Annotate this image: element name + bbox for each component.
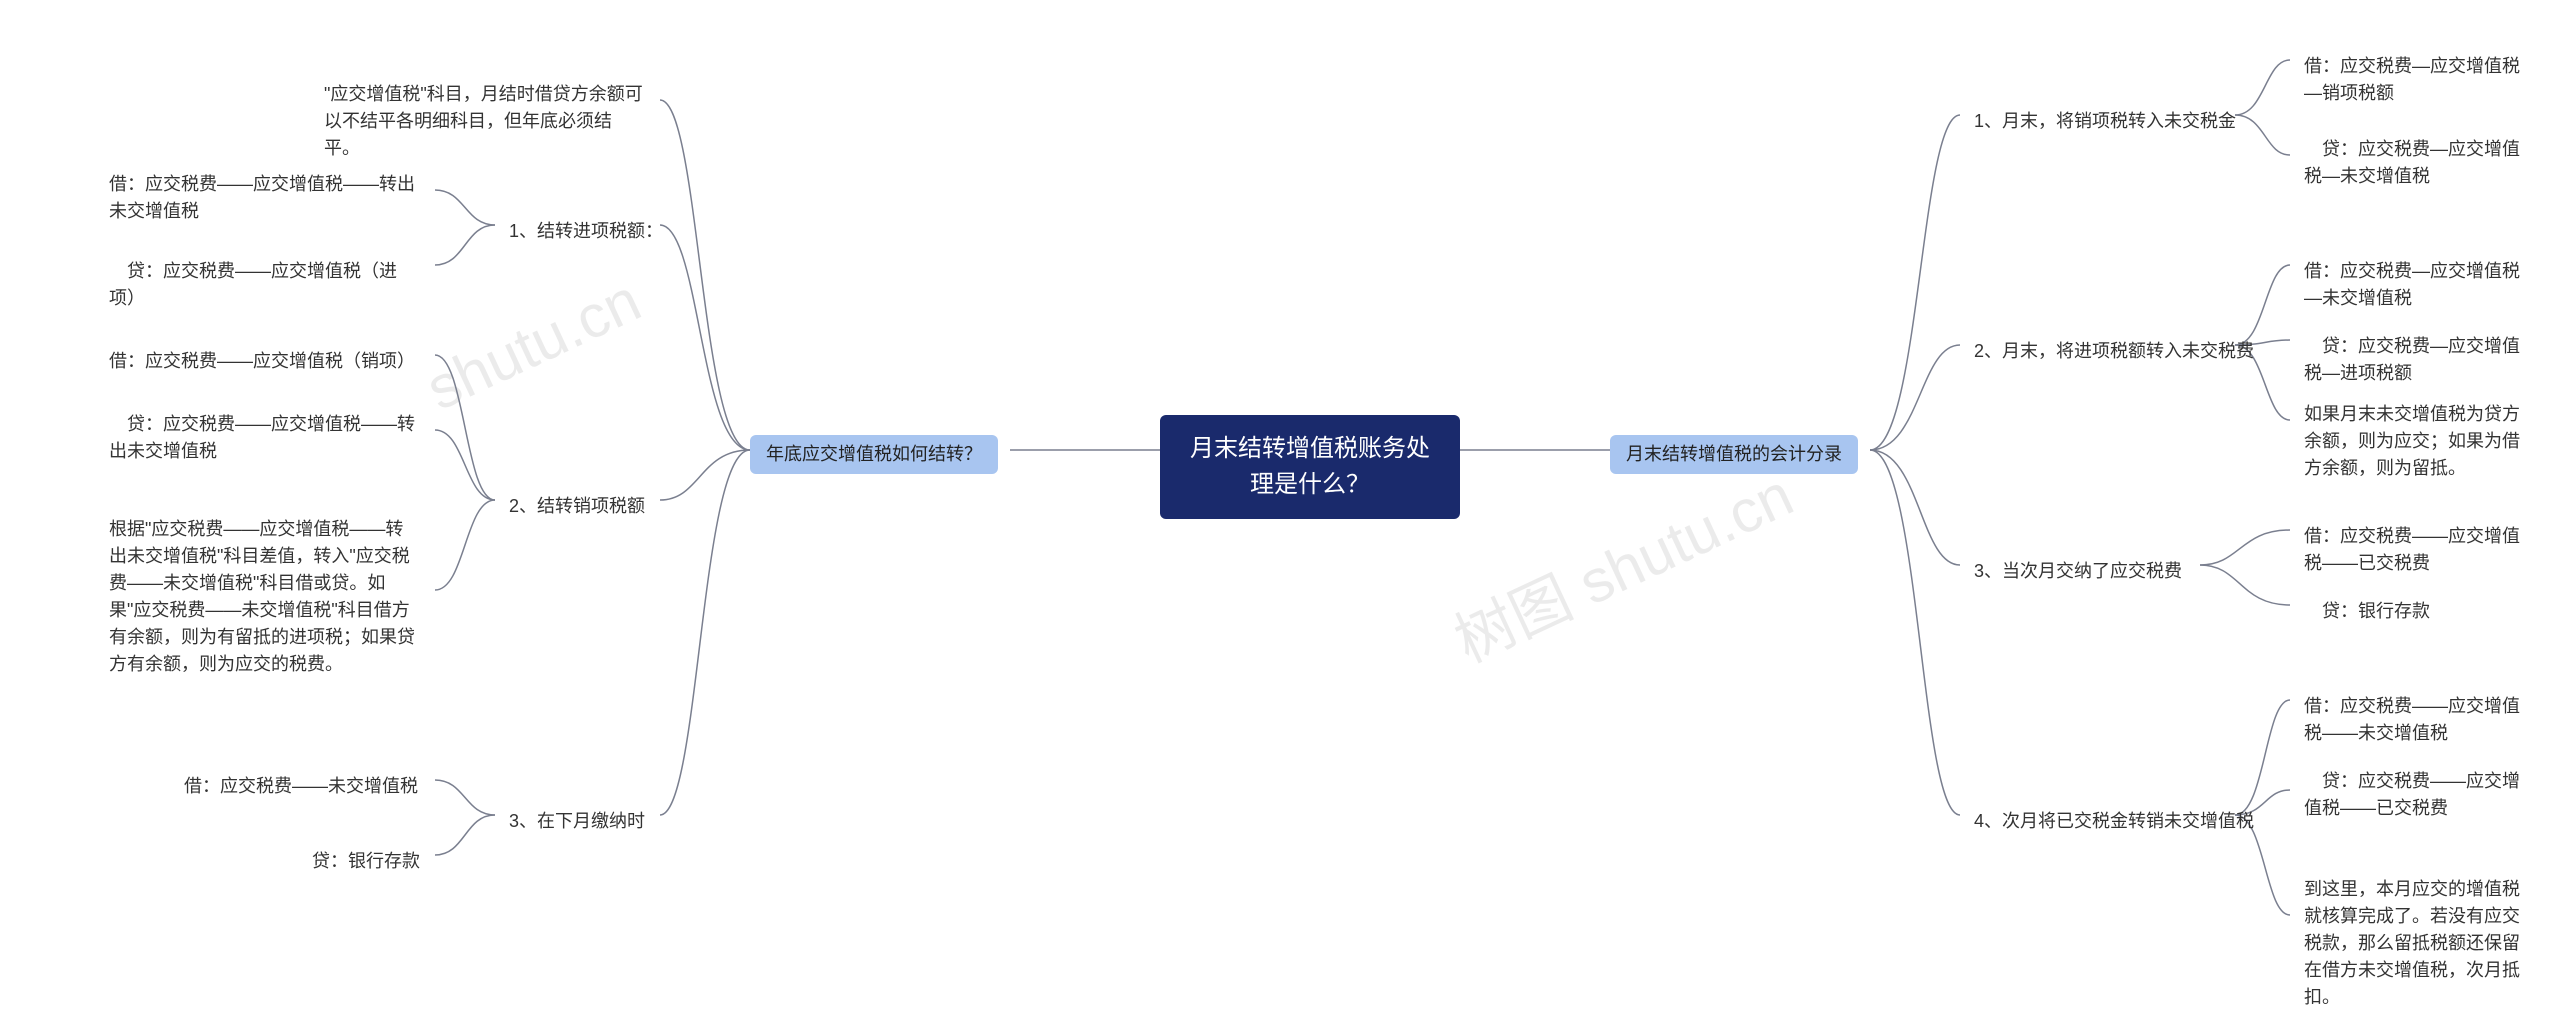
left-leaf-3-1: 贷：银行存款	[280, 842, 435, 881]
right-leaf-2: 3、当次月交纳了应交税费	[1960, 552, 2196, 591]
right-leaf-1: 2、月末，将进项税额转入未交税费	[1960, 332, 2268, 371]
right-leaf-0: 1、月末，将销项税转入未交税金	[1960, 102, 2250, 141]
right-leaf-0-0: 借：应交税费—应交增值税—销项税额	[2290, 47, 2540, 113]
left-leaf-3-0: 借：应交税费——未交增值税	[170, 767, 435, 806]
left-leaf-0: "应交增值税"科目，月结时借贷方余额可以不结平各明细科目，但年底必须结平。	[310, 75, 660, 168]
left-leaf-1-1: 贷：应交税费——应交增值税（进项）	[95, 252, 435, 318]
right-leaf-2-0: 借：应交税费——应交增值税——已交税费	[2290, 517, 2540, 583]
right-leaf-1-2: 如果月末未交增值税为贷方余额，则为应交；如果为借方余额，则为留抵。	[2290, 395, 2540, 488]
right-leaf-1-1: 贷：应交税费—应交增值税—进项税额	[2290, 327, 2540, 393]
right-branch[interactable]: 月末结转增值税的会计分录	[1610, 435, 1858, 474]
watermark-1: shutu.cn	[416, 265, 651, 423]
left-leaf-1: 1、结转进项税额：	[495, 212, 677, 251]
left-leaf-3: 3、在下月缴纳时	[495, 802, 659, 841]
left-leaf-1-0: 借：应交税费——应交增值税——转出未交增值税	[95, 165, 435, 231]
left-leaf-2-1: 贷：应交税费——应交增值税——转出未交增值税	[95, 405, 435, 471]
right-leaf-3-2: 到这里，本月应交的增值税就核算完成了。若没有应交税款，那么留抵税额还保留在借方未…	[2290, 870, 2540, 1017]
right-leaf-3-1: 贷：应交税费——应交增值税——已交税费	[2290, 762, 2540, 828]
left-leaf-2-2: 根据"应交税费——应交增值税——转出未交增值税"科目差值，转入"应交税费——未交…	[95, 510, 435, 684]
right-leaf-1-0: 借：应交税费—应交增值税—未交增值税	[2290, 252, 2540, 318]
right-leaf-3-0: 借：应交税费——应交增值税——未交增值税	[2290, 687, 2540, 753]
left-leaf-2: 2、结转销项税额	[495, 487, 659, 526]
left-branch[interactable]: 年底应交增值税如何结转？	[750, 435, 998, 474]
watermark-2: 树图 shutu.cn	[1439, 447, 1805, 679]
right-leaf-0-1: 贷：应交税费—应交增值税—未交增值税	[2290, 130, 2540, 196]
root-node[interactable]: 月末结转增值税账务处理是什么？	[1160, 415, 1460, 519]
right-leaf-2-1: 贷：银行存款	[2290, 592, 2540, 631]
left-leaf-2-0: 借：应交税费——应交增值税（销项）	[95, 342, 435, 381]
right-leaf-3: 4、次月将已交税金转销未交增值税	[1960, 802, 2268, 841]
